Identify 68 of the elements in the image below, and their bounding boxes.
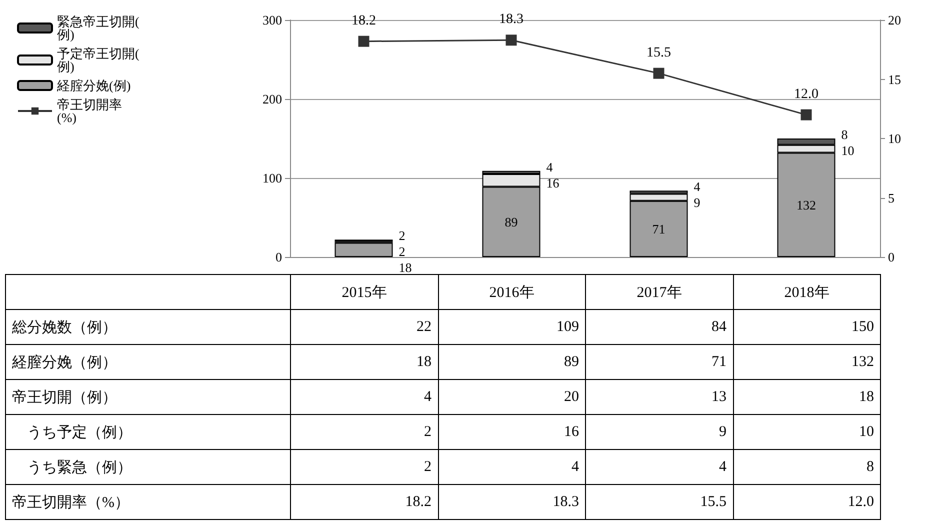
y-tick-label: 0 [276, 250, 282, 264]
text: 帝王切開（例） [6, 380, 290, 414]
point [506, 34, 517, 46]
data-label: 9 [586, 414, 733, 450]
y2-tick-label: 20 [888, 12, 901, 28]
point [800, 109, 812, 120]
legend-label: 緊急帝王切開(例) [57, 14, 140, 42]
data-label: 4 [586, 450, 733, 484]
data-label: 10 [733, 414, 880, 450]
y2-tick-label: 10 [888, 131, 901, 146]
text: うち予定（例） [6, 414, 290, 450]
text: 13 [586, 380, 733, 414]
text: うち緊急（例） [6, 450, 290, 484]
text: 12.0 [794, 86, 818, 102]
text: 4 [694, 179, 700, 194]
data-label: 18 [290, 344, 438, 380]
text: 8 [841, 127, 848, 142]
x-tick-label: 2017年 [586, 274, 733, 310]
data-label: 8 [733, 450, 880, 484]
text: 84 [586, 310, 733, 344]
point [358, 36, 370, 47]
data-label: 132 [733, 344, 880, 380]
text: 2 [398, 244, 406, 260]
y-tick-label: 200 [262, 92, 282, 106]
text: 20 [438, 380, 586, 414]
x-tick-label: 2016年 [438, 274, 586, 310]
data-label: 89 [438, 344, 586, 380]
text: 150 [733, 310, 880, 344]
text: 109 [438, 310, 586, 344]
point [653, 68, 664, 79]
text: 16 [546, 175, 560, 190]
data-label: 4 [438, 450, 586, 484]
x-tick-label: 2015年 [290, 274, 438, 310]
legend-label: 帝王切開率(%) [57, 97, 122, 125]
y-tick-label: 300 [262, 12, 282, 28]
data-label: 2 [290, 414, 438, 450]
text: 18 [859, 388, 874, 404]
x-tick-label: 2018年 [733, 274, 880, 310]
text: 帝王切開率（%） [6, 484, 290, 520]
text: 18 [398, 260, 412, 276]
annotation: 4 [546, 159, 554, 174]
text: 経膣分娩（例） [6, 344, 290, 380]
text: 18.3 [499, 12, 524, 28]
text: 18.2 [352, 13, 376, 28]
text: 4 [424, 388, 432, 404]
data-label: 16 [438, 414, 586, 450]
text: 2 [398, 228, 406, 244]
data-label: 18.3 [438, 484, 586, 520]
data-label: 15.5 [586, 484, 733, 520]
y2-tick-label: 5 [888, 190, 894, 206]
text: 22 [290, 310, 438, 344]
data-label: 12.0 [733, 484, 880, 520]
data-label: 18.2 [290, 484, 438, 520]
bar [334, 242, 393, 257]
text: 10 [841, 143, 854, 158]
data-label: 71 [586, 344, 733, 380]
text: 132 [796, 197, 816, 212]
y2-tick-label: 0 [888, 250, 894, 264]
text: 15.5 [646, 45, 671, 60]
legend-label: 予定帝王切開(例) [57, 46, 140, 74]
legend-label: 経腟分娩(例) [56, 78, 131, 93]
data-label: 2 [290, 450, 438, 484]
y-tick-label: 100 [262, 170, 282, 186]
text: 9 [694, 195, 700, 210]
text: 89 [504, 214, 518, 230]
text: 総分娩数（例） [6, 310, 290, 344]
text: 71 [652, 221, 666, 236]
y2-tick-label: 15 [888, 72, 901, 87]
